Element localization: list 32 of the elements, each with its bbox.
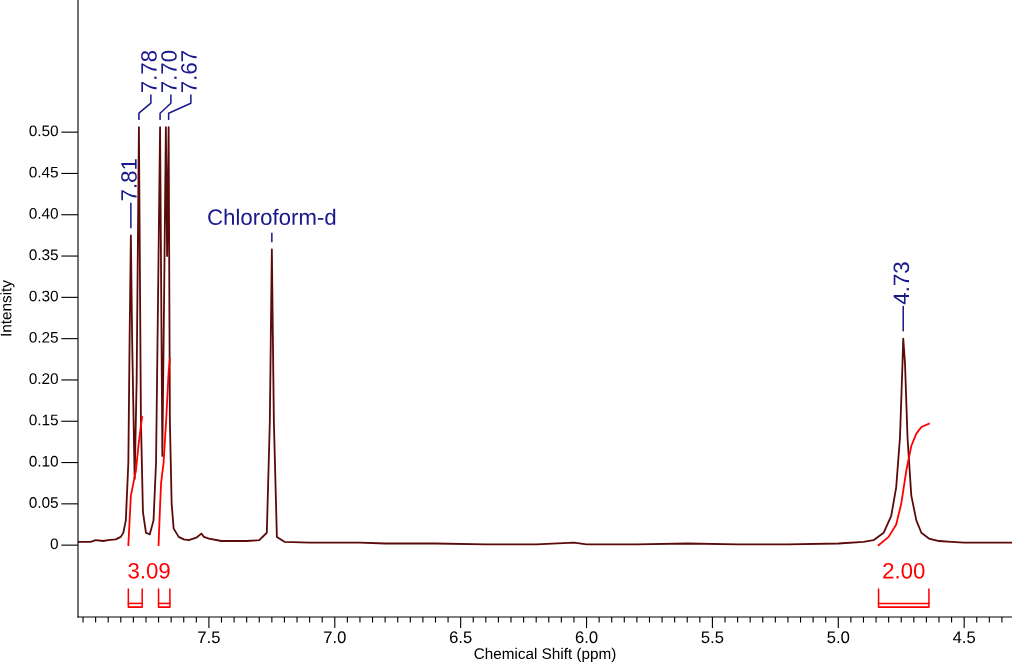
y-tick-label: 0.10 [29, 455, 58, 467]
annotation: 7.70 [161, 50, 177, 93]
x-tick-label: 6.5 [449, 631, 472, 644]
y-tick-label: 0.45 [29, 166, 58, 178]
annotation: Chloroform-d [208, 208, 336, 226]
x-tick-label: 6.0 [575, 631, 598, 644]
y-tick-label: 0.35 [29, 249, 58, 261]
annotation: 2.00 [883, 562, 925, 579]
x-tick-label: 7.5 [198, 631, 220, 644]
line-series [78, 126, 1012, 546]
annotation: 7.67 [181, 51, 197, 93]
annotation: 7.81 [121, 159, 137, 201]
annotation: 4.73 [893, 262, 910, 305]
x-tick-label: 5.0 [827, 631, 850, 644]
x-tick-label: 5.5 [701, 631, 724, 644]
y-tick-label: 0.15 [29, 414, 58, 426]
line-series [127, 416, 144, 547]
y-tick-label: 0.50 [29, 125, 58, 137]
annotation: 7.78 [141, 50, 157, 93]
y-tick-label: 0 [50, 538, 58, 550]
y-tick-label: 0.40 [29, 208, 58, 219]
y-tick-label: 0.20 [29, 373, 58, 385]
y-tick-label: 0.25 [29, 331, 58, 343]
y-axis-title: Intensity [0, 280, 15, 336]
line-series [157, 358, 171, 547]
x-tick-label: 7.0 [324, 631, 346, 644]
line-series [877, 422, 930, 547]
x-axis-title: Chemical Shift (ppm) [474, 647, 616, 663]
y-tick-label: 0.30 [29, 290, 58, 302]
y-tick-label: 0.05 [29, 497, 58, 508]
x-tick-label: 4.5 [952, 631, 976, 644]
annotation: 3.09 [128, 562, 170, 579]
